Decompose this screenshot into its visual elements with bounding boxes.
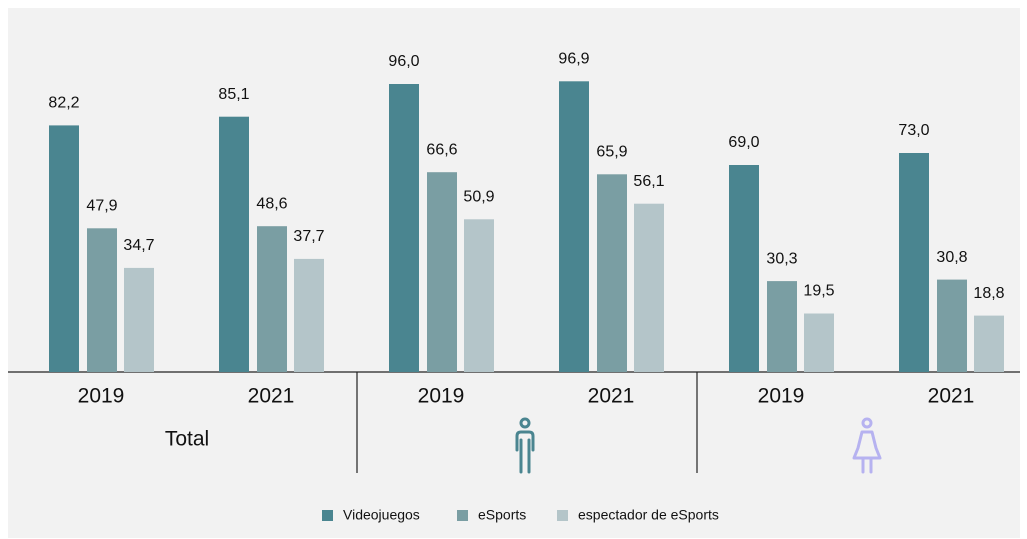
bar [634, 203, 664, 372]
bar [219, 116, 249, 372]
legend-swatch [322, 510, 333, 521]
x-tick-label: 2019 [418, 385, 465, 408]
bar [804, 313, 834, 372]
value-label: 66,6 [426, 141, 457, 158]
legend-label: espectador de eSports [578, 507, 719, 523]
bar [464, 219, 494, 372]
bar [559, 81, 589, 373]
value-label: 48,6 [256, 195, 287, 212]
value-label: 34,7 [123, 237, 154, 254]
male-icon [515, 417, 535, 474]
bar [49, 125, 79, 373]
x-tick-label: 2021 [928, 385, 975, 408]
bar [767, 281, 797, 372]
group-label: Total [165, 428, 209, 451]
bar [427, 172, 457, 372]
panel [8, 8, 1020, 538]
value-label: 96,0 [388, 53, 419, 70]
bar [937, 279, 967, 372]
bar [257, 226, 287, 372]
value-label: 85,1 [218, 86, 249, 103]
bar [124, 267, 154, 372]
value-label: 19,5 [803, 283, 834, 300]
value-label: 37,7 [293, 228, 324, 245]
bar [974, 315, 1004, 372]
value-label: 30,8 [936, 249, 967, 266]
x-tick-label: 2021 [248, 385, 295, 408]
value-label: 56,1 [633, 173, 664, 190]
value-label: 69,0 [728, 134, 759, 151]
value-label: 65,9 [596, 144, 627, 161]
value-label: 82,2 [48, 95, 79, 112]
legend-swatch [457, 510, 468, 521]
x-tick-label: 2019 [78, 385, 125, 408]
value-label: 50,9 [463, 189, 494, 206]
value-label: 47,9 [86, 198, 117, 215]
legend-swatch [557, 510, 568, 521]
value-label: 30,3 [766, 250, 797, 267]
x-tick-label: 2021 [588, 385, 635, 408]
bar [87, 228, 117, 372]
bar [389, 84, 419, 372]
bar [597, 174, 627, 372]
x-tick-label: 2019 [758, 385, 805, 408]
value-label: 73,0 [898, 122, 929, 139]
legend-label: Videojuegos [343, 507, 420, 523]
female-icon [852, 417, 882, 474]
bar [899, 153, 929, 372]
legend-label: eSports [478, 507, 526, 523]
value-label: 96,9 [558, 51, 589, 68]
bar [729, 165, 759, 372]
value-label: 18,8 [973, 285, 1004, 302]
bar [294, 258, 324, 372]
